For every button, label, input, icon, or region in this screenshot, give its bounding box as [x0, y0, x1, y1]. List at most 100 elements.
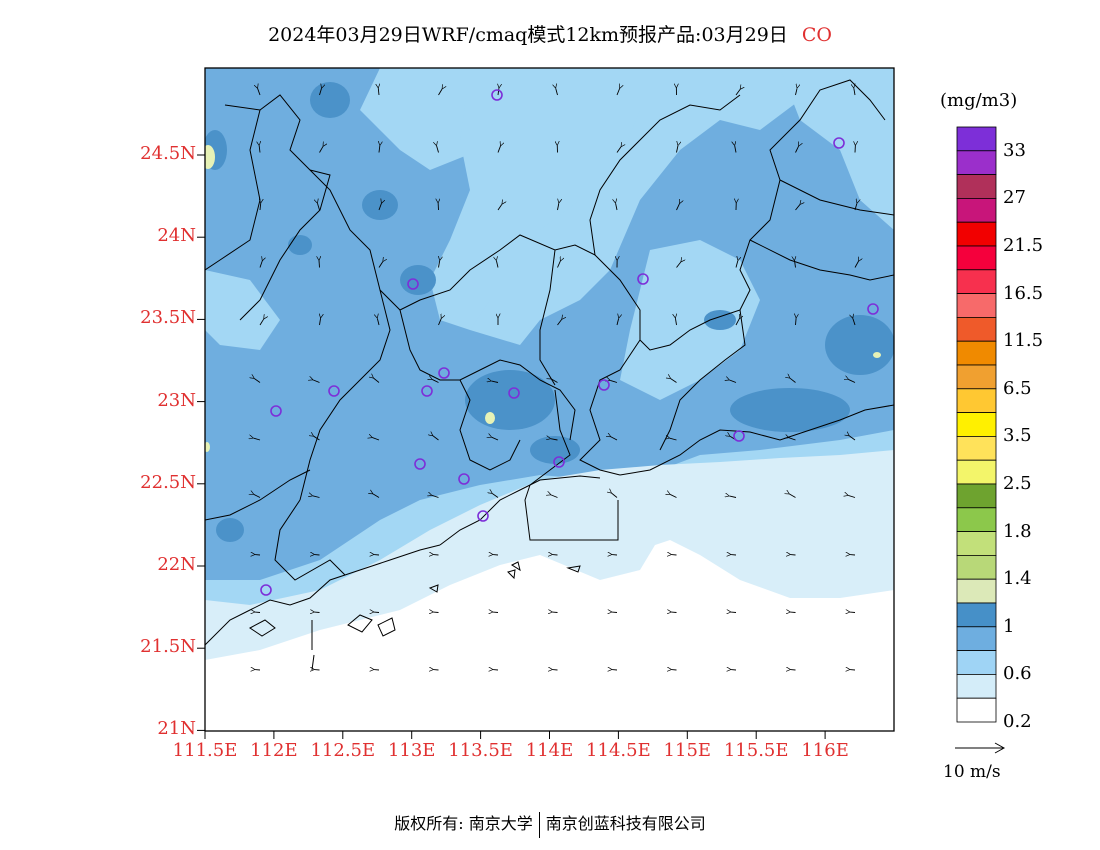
wind-arrow: [439, 261, 440, 268]
station-marker: [421, 385, 433, 397]
patch-deep: [216, 518, 244, 542]
colorbar-label: 1: [1003, 615, 1015, 637]
wind-arrow: [795, 261, 796, 268]
colorbar-swatch: [956, 531, 997, 556]
axis-ticks: [197, 154, 826, 739]
colorbar-label: 2.5: [1003, 473, 1032, 494]
lon-label: 113.5E: [448, 740, 513, 761]
wind-arrow: [789, 438, 796, 441]
patch-deep: [704, 310, 736, 330]
wind-arrow: [313, 496, 320, 498]
lat-label: 24.5N: [140, 143, 196, 164]
wind-arrow: [313, 380, 320, 383]
wind-arrow: [497, 204, 502, 211]
wind-arrows: [253, 88, 858, 670]
station-marker: [867, 303, 879, 315]
colorbar-label: 33: [1003, 139, 1026, 161]
wind-arrow: [676, 262, 681, 268]
lon-label: 114E: [525, 740, 574, 761]
station-marker: [438, 367, 450, 379]
colorbar-swatch: [956, 412, 997, 437]
lon-label: 113E: [387, 740, 436, 761]
station-marker: [553, 456, 565, 468]
wind-arrow: [378, 88, 379, 96]
wind-arrow: [372, 438, 380, 441]
colorbar-label: 11.5: [1003, 330, 1044, 352]
wind-arrow: [612, 493, 618, 498]
copyright-divider: [538, 811, 540, 838]
wind-arrow: [670, 438, 677, 441]
wind-arrow: [610, 380, 618, 383]
wind-arrow: [557, 203, 559, 211]
map-title: 2024年03月29日WRF/cmaq模式12km预报产品:03月29日 CO: [0, 20, 1100, 47]
colorbar-swatch: [956, 269, 997, 294]
colorbar-swatch: [956, 197, 997, 223]
concentration-field: [205, 68, 894, 731]
monitoring-stations: [260, 89, 879, 596]
patch-yellow: [873, 352, 881, 358]
admin-boundaries: [205, 79, 894, 646]
wind-arrow: [373, 494, 380, 498]
lat-label: 22.5N: [140, 471, 196, 493]
colorbar-swatch: [956, 674, 997, 699]
copyright: 版权所有: 南京大学 南京创蓝科技有限公司: [0, 810, 1100, 838]
patch-deep: [465, 370, 555, 430]
band-light-northeast: [780, 68, 894, 230]
patch-yellow: [205, 145, 215, 169]
band-light-southwest: [205, 270, 280, 350]
wind-arrow: [676, 146, 678, 153]
wind-arrow: [729, 496, 737, 498]
patch-deep: [730, 388, 850, 432]
wind-arrow: [314, 436, 320, 441]
colorbar-swatch: [956, 221, 997, 247]
colorbar-swatch: [956, 364, 997, 390]
station-marker: [328, 385, 340, 397]
lon-label: 112.5E: [310, 740, 376, 761]
band-white-sea: [205, 540, 894, 731]
colorbar-swatch: [956, 483, 997, 509]
patch-deep: [310, 82, 350, 118]
wind-arrow: [379, 146, 380, 153]
wind-arrow: [616, 147, 621, 153]
colorbar-swatch: [956, 507, 997, 532]
colorbar-swatch: [956, 150, 997, 176]
colorbar-label: 16.5: [1003, 282, 1044, 304]
station-marker: [260, 584, 272, 596]
station-marker: [270, 405, 282, 417]
colorbar-label: 1.4: [1003, 568, 1032, 590]
wind-arrow: [616, 89, 620, 96]
wind-arrow: [849, 380, 856, 383]
wind-arrow: [670, 494, 677, 498]
station-marker: [414, 458, 426, 470]
wind-arrow: [735, 89, 740, 96]
wind-arrow: [317, 203, 320, 211]
islands: [249, 561, 581, 671]
colorbar-swatch: [956, 126, 997, 152]
wind-arrow: [789, 494, 796, 498]
wind-arrow: [492, 493, 499, 498]
patch-deep: [362, 190, 398, 220]
wind-arrow: [795, 88, 798, 96]
wind-arrow: [557, 319, 562, 326]
wind-arrow: [432, 379, 439, 383]
wind-arrow: [378, 262, 383, 268]
wind-arrow: [675, 318, 676, 326]
wind-arrow: [849, 436, 856, 441]
wind-arrow: [254, 378, 261, 383]
colorbar-swatch: [956, 293, 997, 318]
colorbar-swatch: [956, 555, 997, 580]
wind-arrow: [616, 318, 619, 326]
wind-arrow: [551, 379, 558, 383]
wind-arrow: [676, 204, 680, 211]
wind-arrow: [556, 88, 558, 96]
wind-arrow: [492, 437, 499, 441]
wind-arrow: [259, 261, 262, 268]
wind-reference-arrowhead: [994, 742, 1006, 754]
patch-yellow: [205, 442, 210, 452]
wind-arrow: [853, 318, 856, 326]
wind-arrow: [432, 495, 439, 498]
wind-arrow: [497, 146, 501, 153]
wind-arrow: [551, 495, 558, 498]
colorbar-label: 21.5: [1003, 235, 1044, 256]
colorbar-swatch: [956, 435, 997, 461]
